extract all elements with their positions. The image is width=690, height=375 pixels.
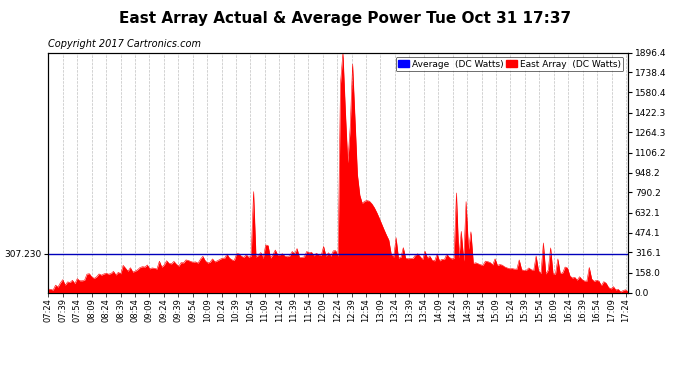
Text: East Array Actual & Average Power Tue Oct 31 17:37: East Array Actual & Average Power Tue Oc…: [119, 11, 571, 26]
Text: Copyright 2017 Cartronics.com: Copyright 2017 Cartronics.com: [48, 39, 201, 50]
Legend: Average  (DC Watts), East Array  (DC Watts): Average (DC Watts), East Array (DC Watts…: [395, 57, 623, 71]
